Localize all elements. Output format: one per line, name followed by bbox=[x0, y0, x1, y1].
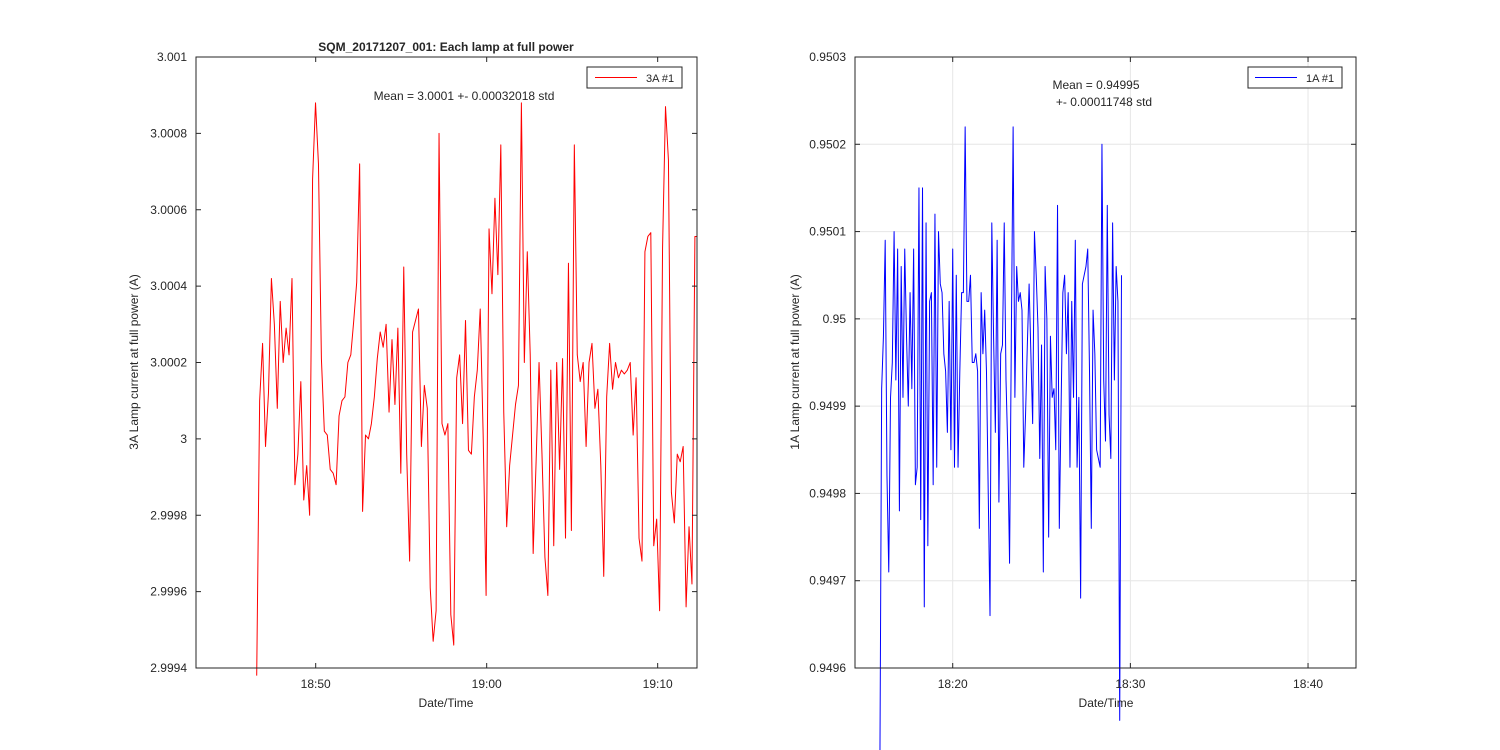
plot-right-ytick-label: 0.9498 bbox=[809, 486, 846, 500]
plot-right-xtick-label: 18:30 bbox=[1115, 677, 1145, 691]
plot-left-xtick-label: 19:10 bbox=[643, 677, 673, 691]
plot-left-ytick-label: 3.0004 bbox=[150, 279, 187, 293]
plot-right-ytick-label: 0.95 bbox=[823, 312, 847, 326]
plot-right-annotation-line-1: Mean = 0.94995 bbox=[1052, 78, 1139, 92]
plot-right-ytick-label: 0.9496 bbox=[809, 661, 846, 675]
plot-left-ytick-label: 2.9994 bbox=[150, 661, 187, 675]
plot-left-legend: 3A #1 bbox=[586, 66, 683, 89]
plot-left-xtick-label: 19:00 bbox=[472, 677, 502, 691]
plot-left-title: SQM_20171207_001: Each lamp at full powe… bbox=[318, 40, 574, 54]
plot-left: 2.9994 2.9996 2.9998 3 3.0002 3.0004 3.0006 3.0… bbox=[127, 40, 698, 710]
plot-right-ytick-label: 0.9501 bbox=[809, 225, 846, 239]
plot-right-legend: 1A #1 bbox=[1247, 66, 1343, 89]
plot-right-ytick-label: 0.9502 bbox=[809, 137, 846, 151]
plot-right: 0.9496 0.9497 0.9498 0.9499 0.95 0.9501 0.9502… bbox=[788, 50, 1357, 750]
plot-right-x-axis: 18:20 18:30 18:40 bbox=[938, 57, 1323, 691]
plot-left-legend-label: 3A #1 bbox=[646, 73, 674, 85]
plot-right-ytick-label: 0.9497 bbox=[809, 574, 846, 588]
plot-right-xtick-label: 18:40 bbox=[1293, 677, 1323, 691]
plot-left-annotation-line-1: Mean = 3.0001 +- 0.00032018 std bbox=[374, 89, 555, 103]
plot-left-ytick-label: 2.9998 bbox=[150, 508, 187, 522]
plot-right-ytick-label: 0.9503 bbox=[809, 50, 846, 64]
plot-left-ytick-label: 3.0008 bbox=[150, 126, 187, 140]
plot-left-ytick-label: 3 bbox=[180, 432, 187, 446]
plot-right-xtick-label: 18:20 bbox=[938, 677, 968, 691]
plot-left-series-line bbox=[256, 102, 698, 676]
plot-right-y-axis: 0.9496 0.9497 0.9498 0.9499 0.95 0.9501 0.9502… bbox=[809, 50, 1356, 675]
plot-left-ytick-label: 3.001 bbox=[157, 50, 187, 64]
plot-left-xlabel: Date/Time bbox=[419, 696, 474, 710]
plot-right-xlabel: Date/Time bbox=[1079, 696, 1134, 710]
plot-left-background bbox=[196, 57, 697, 668]
plot-right-series-line bbox=[879, 126, 1122, 750]
plot-left-ytick-label: 3.0006 bbox=[150, 203, 187, 217]
plot-left-ytick-label: 2.9996 bbox=[150, 585, 187, 599]
plot-right-legend-label: 1A #1 bbox=[1306, 73, 1334, 85]
plot-right-background bbox=[855, 57, 1356, 668]
plot-right-ytick-label: 0.9499 bbox=[809, 399, 846, 413]
plot-left-ylabel: 3A Lamp current at full power (A) bbox=[127, 274, 141, 449]
plot-right-axes-box bbox=[854, 56, 1357, 669]
plot-left-y-axis: 2.9994 2.9996 2.9998 3 3.0002 3.0004 3.0006 3.0… bbox=[150, 50, 697, 675]
plot-left-ytick-label: 3.0002 bbox=[150, 356, 187, 370]
plot-right-annotation-line-2: +- 0.00011748 std bbox=[1056, 95, 1152, 109]
plot-right-ylabel: 1A Lamp current at full power (A) bbox=[788, 274, 802, 449]
plot-left-xtick-label: 18:50 bbox=[301, 677, 331, 691]
plot-left-x-axis: 18:50 19:00 19:10 bbox=[301, 57, 673, 691]
